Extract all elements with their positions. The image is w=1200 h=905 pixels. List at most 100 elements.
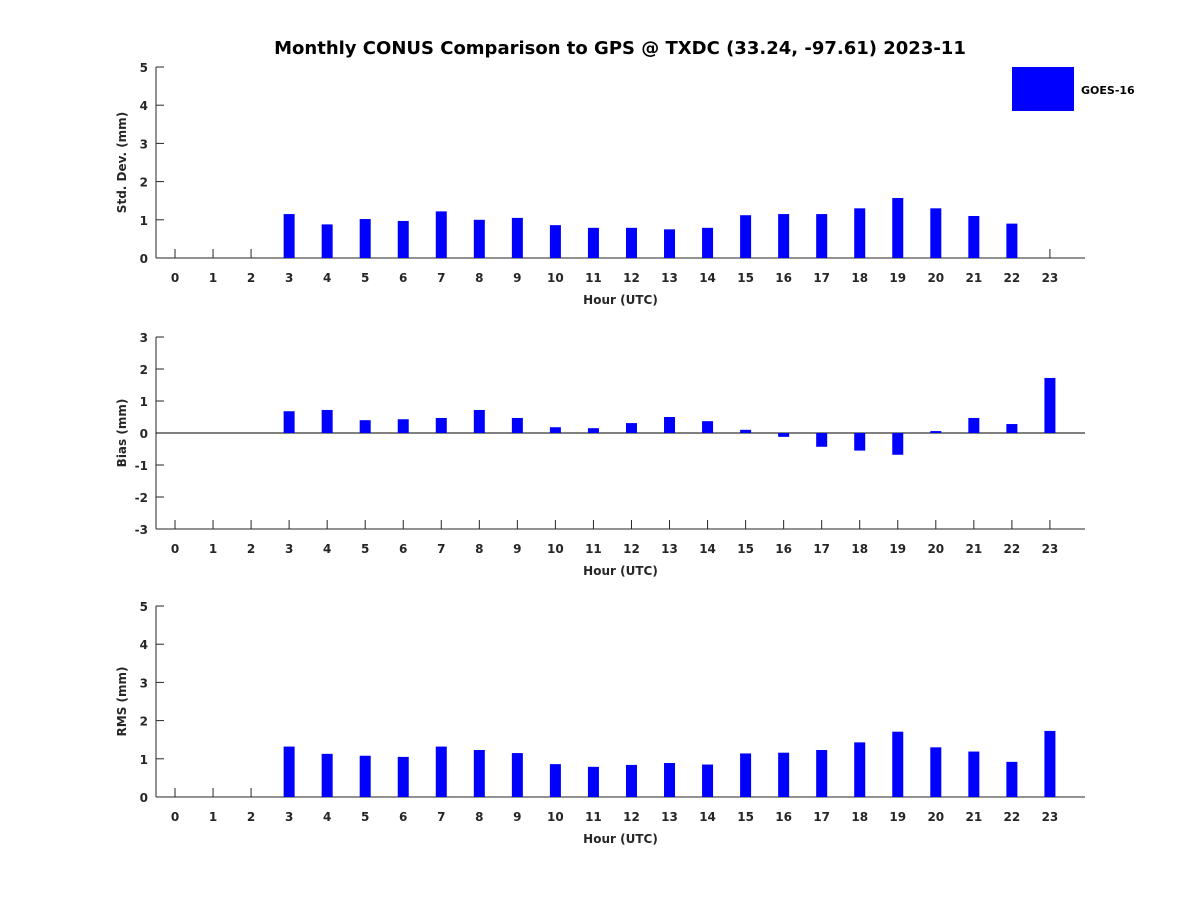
std-dev-bar-hour-9 <box>511 217 523 258</box>
rms-y-tick-label: 2 <box>140 715 148 729</box>
bias-x-axis-label: Hour (UTC) <box>583 564 658 578</box>
std-dev-y-tick-label: 4 <box>140 99 148 113</box>
std-dev-bar-hour-14 <box>702 227 714 258</box>
std-dev-x-tick-label: 10 <box>547 271 564 285</box>
bias-x-tick-label: 20 <box>927 542 944 556</box>
bias-x-tick-label: 12 <box>623 542 640 556</box>
bias-bar-hour-3 <box>283 411 295 433</box>
rms-x-tick-label: 8 <box>475 810 483 824</box>
rms-bar-hour-12 <box>625 764 637 797</box>
bias-x-tick-label: 7 <box>437 542 445 556</box>
legend-swatch <box>1012 67 1074 111</box>
rms-x-tick-label: 5 <box>361 810 369 824</box>
bias-bar-hour-8 <box>473 409 485 433</box>
legend: GOES-16 <box>1012 67 1135 111</box>
rms-x-tick-label: 1 <box>209 810 217 824</box>
bias-x-tick-label: 3 <box>285 542 293 556</box>
std-dev-bar-hour-11 <box>587 227 599 258</box>
std-dev-x-tick-label: 13 <box>661 271 678 285</box>
bias-bar-hour-4 <box>321 409 333 433</box>
rms-x-tick-label: 19 <box>889 810 906 824</box>
bias-bar-hour-20 <box>930 431 942 433</box>
rms-bar-hour-3 <box>283 746 295 797</box>
std-dev-bar-hour-21 <box>968 215 980 258</box>
rms-x-tick-label: 17 <box>813 810 830 824</box>
rms-bar-hour-20 <box>930 747 942 797</box>
bias-bar-hour-22 <box>1006 424 1018 433</box>
bias-bar-hour-13 <box>664 417 676 433</box>
rms-bar-hour-13 <box>664 763 676 797</box>
rms-x-tick-label: 15 <box>737 810 754 824</box>
rms-x-tick-label: 4 <box>323 810 331 824</box>
std-dev-x-tick-label: 3 <box>285 271 293 285</box>
std-dev-x-tick-label: 7 <box>437 271 445 285</box>
bias-x-tick-label: 14 <box>699 542 716 556</box>
bias-y-tick-label: -1 <box>135 459 148 473</box>
rms-bar-hour-4 <box>321 753 333 797</box>
chart-title: Monthly CONUS Comparison to GPS @ TXDC (… <box>274 38 966 59</box>
rms-bar-hour-8 <box>473 750 485 797</box>
std-dev-bar-hour-6 <box>397 220 409 258</box>
bias-x-tick-label: 16 <box>775 542 792 556</box>
std-dev-bar-hour-3 <box>283 214 295 258</box>
rms-y-axis-label: RMS (mm) <box>115 667 129 737</box>
bias-y-tick-label: 0 <box>140 427 148 441</box>
rms-bar-hour-11 <box>587 766 599 797</box>
rms-y-tick-label: 5 <box>140 600 148 614</box>
std-dev-bar-hour-13 <box>664 229 676 258</box>
rms-x-tick-label: 0 <box>171 810 179 824</box>
bias-y-tick-label: -2 <box>135 491 148 505</box>
rms-x-tick-label: 23 <box>1042 810 1059 824</box>
rms-x-tick-label: 2 <box>247 810 255 824</box>
rms-x-tick-label: 3 <box>285 810 293 824</box>
bias-x-tick-label: 4 <box>323 542 331 556</box>
std-dev-bar-hour-12 <box>625 227 637 258</box>
std-dev-x-axis-label: Hour (UTC) <box>583 293 658 307</box>
std-dev-bar-hour-20 <box>930 208 942 258</box>
std-dev-y-tick-label: 3 <box>140 137 148 151</box>
bias-x-tick-label: 10 <box>547 542 564 556</box>
bias-bar-hour-16 <box>778 433 790 437</box>
std-dev-bar-hour-17 <box>816 214 828 258</box>
std-dev-x-tick-label: 0 <box>171 271 179 285</box>
bias-x-tick-label: 15 <box>737 542 754 556</box>
std-dev-x-tick-label: 9 <box>513 271 521 285</box>
rms-x-tick-label: 22 <box>1004 810 1021 824</box>
std-dev-y-tick-label: 2 <box>140 176 148 190</box>
std-dev-x-tick-label: 20 <box>927 271 944 285</box>
rms-bar-hour-14 <box>702 764 714 797</box>
bias-bar-hour-19 <box>892 433 904 455</box>
std-dev-x-tick-label: 5 <box>361 271 369 285</box>
bias-bar-hour-17 <box>816 433 828 447</box>
rms-x-tick-label: 6 <box>399 810 407 824</box>
std-dev-x-tick-label: 4 <box>323 271 331 285</box>
rms-bar-hour-23 <box>1044 730 1056 797</box>
bias-y-tick-label: -3 <box>135 523 148 537</box>
rms-bar-hour-5 <box>359 755 371 797</box>
bias-x-tick-label: 21 <box>965 542 982 556</box>
bias-bar-hour-6 <box>397 419 409 433</box>
rms-x-tick-label: 9 <box>513 810 521 824</box>
std-dev-x-tick-label: 18 <box>851 271 868 285</box>
bias-bar-hour-18 <box>854 433 866 451</box>
bias-x-tick-label: 23 <box>1042 542 1059 556</box>
rms-bar-hour-22 <box>1006 761 1018 797</box>
rms-bar-hour-19 <box>892 731 904 797</box>
bias-bar-hour-23 <box>1044 377 1056 433</box>
std-dev-y-axis-label: Std. Dev. (mm) <box>115 112 129 213</box>
rms-y-tick-label: 3 <box>140 676 148 690</box>
rms-bar-hour-9 <box>511 753 523 797</box>
bias-x-tick-label: 19 <box>889 542 906 556</box>
bias-x-tick-label: 5 <box>361 542 369 556</box>
std-dev-x-tick-label: 15 <box>737 271 754 285</box>
bias-x-tick-label: 22 <box>1004 542 1021 556</box>
std-dev-bar-hour-19 <box>892 198 904 258</box>
std-dev-x-tick-label: 11 <box>585 271 602 285</box>
rms-y-tick-label: 0 <box>140 791 148 805</box>
bias-y-tick-label: 3 <box>140 331 148 345</box>
bias-bar-hour-12 <box>625 423 637 433</box>
